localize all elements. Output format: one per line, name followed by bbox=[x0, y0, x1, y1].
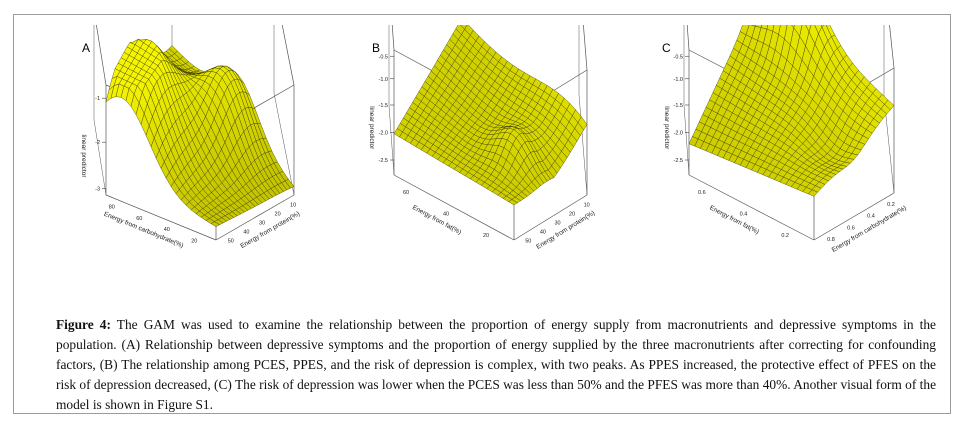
z-tick-label: -2.0 bbox=[674, 131, 683, 137]
box-edge bbox=[688, 174, 815, 241]
surface-plot-c: -0.5 -1.0 -1.5 -2.0 -2.5 linear predictor 0.6 0… bbox=[663, 25, 908, 254]
panel-b: B -0.5 -1.0 -1.5 -2.0 -2.5 linear predictor 60… bbox=[349, 25, 609, 290]
panel-label: A bbox=[82, 41, 91, 55]
figure-caption: Figure 4: The GAM was used to examine th… bbox=[56, 315, 936, 415]
right-tick-label: 10 bbox=[584, 203, 590, 209]
box-edge bbox=[393, 174, 515, 241]
left-tick-label: 20 bbox=[483, 233, 489, 239]
surface-plot-a: -1 -2 -3 linear predictor 80 60 40 20 Energy fro… bbox=[80, 25, 301, 250]
box-edge bbox=[686, 25, 690, 51]
z-tick-label: -1.0 bbox=[674, 77, 683, 83]
panel-c: C -0.5 -1.0 -1.5 -2.0 -2.5 linear predictor 0.… bbox=[644, 25, 914, 290]
right-tick-label: 0.6 bbox=[847, 225, 855, 231]
box-edge bbox=[96, 25, 107, 86]
box-edge bbox=[889, 25, 895, 69]
right-axis-label: Energy from carbohydrate(%) bbox=[831, 205, 908, 254]
figure-frame: A -1 -2 -3 linear predictor 80 60 40 20 Energy f… bbox=[13, 14, 951, 414]
z-tick-label: -2.5 bbox=[379, 158, 388, 164]
z-tick-label: -3 bbox=[95, 186, 100, 192]
left-tick-label: 60 bbox=[403, 190, 409, 196]
right-tick-label: 40 bbox=[243, 230, 249, 236]
z-tick-label: -2 bbox=[95, 140, 100, 146]
z-tick-label: -2.5 bbox=[674, 158, 683, 164]
right-tick-label: 30 bbox=[554, 221, 560, 227]
surface-cell bbox=[210, 221, 220, 227]
z-tick-label: -1.5 bbox=[674, 103, 683, 109]
surface-mesh bbox=[105, 38, 295, 227]
panel-label: C bbox=[662, 41, 671, 55]
right-tick-label: 20 bbox=[275, 212, 281, 218]
z-tick-label: -2.0 bbox=[379, 131, 388, 137]
right-tick-label: 10 bbox=[290, 203, 296, 209]
box-edge bbox=[813, 192, 895, 241]
right-tick-label: 40 bbox=[540, 230, 546, 236]
caption-label: Figure 4: bbox=[56, 317, 111, 332]
caption-text: The GAM was used to examine the relation… bbox=[56, 317, 937, 412]
right-tick-label: 50 bbox=[525, 239, 531, 245]
z-axis-label: linear predictor bbox=[663, 106, 670, 150]
right-tick-label: 30 bbox=[259, 221, 265, 227]
box-edge bbox=[683, 104, 690, 176]
surface-mesh bbox=[688, 25, 895, 197]
left-tick-label: 20 bbox=[191, 238, 197, 244]
panel-a: A -1 -2 -3 linear predictor 80 60 40 20 Energy f… bbox=[54, 25, 314, 290]
box-edge bbox=[513, 194, 588, 241]
z-tick-label: -1.0 bbox=[379, 77, 388, 83]
surface-plot-b: -0.5 -1.0 -1.5 -2.0 -2.5 linear predictor 60 40… bbox=[368, 25, 596, 251]
left-tick-label: 40 bbox=[164, 227, 170, 233]
box-edge bbox=[273, 92, 295, 196]
box-edge bbox=[281, 25, 295, 86]
z-tick-label: -0.5 bbox=[674, 54, 683, 60]
right-tick-label: 0.4 bbox=[867, 214, 875, 220]
surface-mesh bbox=[393, 25, 588, 206]
right-tick-label: 0.2 bbox=[887, 202, 895, 208]
panel-label: B bbox=[372, 41, 381, 55]
left-axis-label: Energy from fat(%) bbox=[411, 204, 462, 236]
right-tick-label: 0.8 bbox=[827, 237, 835, 243]
z-axis-label: linear predictor bbox=[368, 106, 375, 150]
left-tick-label: 0.4 bbox=[740, 212, 748, 218]
left-tick-label: 80 bbox=[109, 205, 115, 211]
left-axis-label: Energy from fat(%) bbox=[708, 204, 760, 235]
z-tick-label: -1.5 bbox=[379, 103, 388, 109]
z-axis-label: linear predictor bbox=[80, 135, 87, 179]
surface-cell bbox=[808, 189, 818, 197]
z-tick-label: -1 bbox=[95, 96, 100, 102]
left-axis-label: Energy from carbohydrate(%) bbox=[103, 211, 185, 250]
surface-cell bbox=[805, 25, 812, 33]
left-tick-label: 0.6 bbox=[698, 190, 706, 196]
box-edge bbox=[215, 194, 295, 241]
right-tick-label: 20 bbox=[569, 212, 575, 218]
box-edge bbox=[105, 194, 217, 241]
box-edge bbox=[391, 25, 395, 51]
box-edge bbox=[583, 25, 588, 71]
z-tick-label: -0.5 bbox=[379, 54, 388, 60]
box-edge bbox=[578, 94, 588, 196]
surface-cell bbox=[508, 199, 518, 206]
left-tick-label: 60 bbox=[136, 216, 142, 222]
box-edge bbox=[388, 104, 395, 176]
left-tick-label: 40 bbox=[443, 212, 449, 218]
left-tick-label: 0.2 bbox=[781, 233, 789, 239]
box-edge bbox=[93, 119, 107, 196]
right-tick-label: 50 bbox=[228, 239, 234, 245]
